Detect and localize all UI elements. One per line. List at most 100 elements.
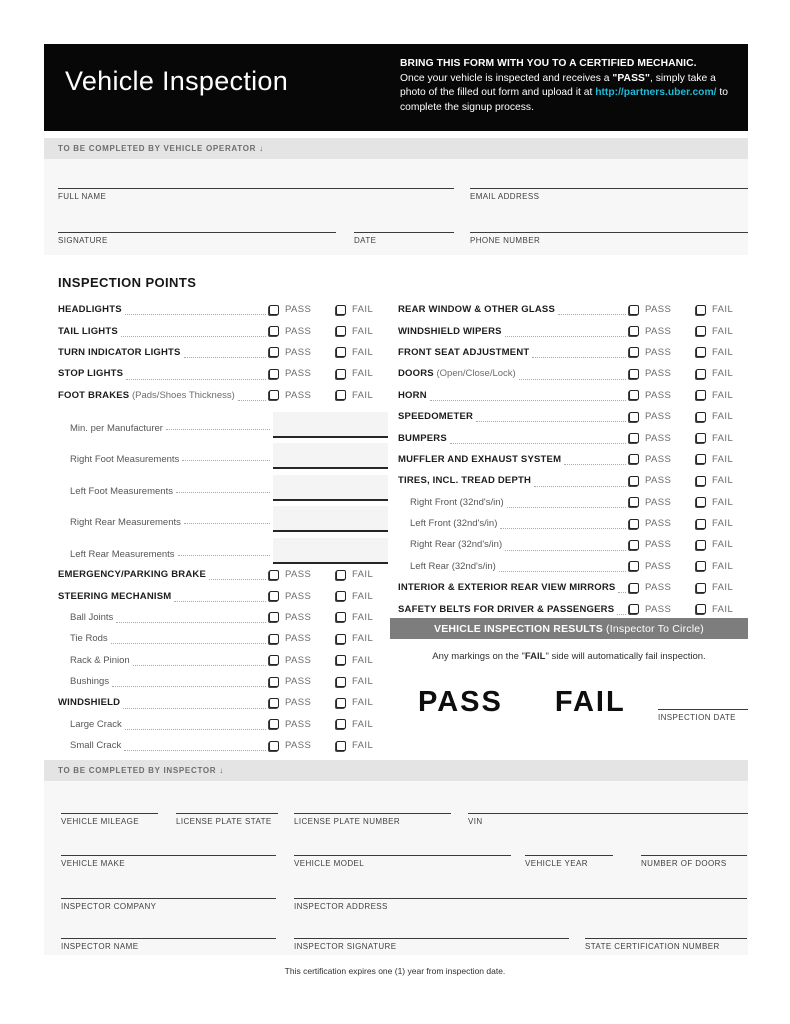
inspector-company-field[interactable]: INSPECTOR COMPANY	[61, 898, 276, 911]
pass-checkbox[interactable]	[629, 475, 639, 486]
fail-checkbox[interactable]	[696, 539, 706, 550]
pass-checkbox[interactable]	[629, 326, 639, 337]
pass-checkbox[interactable]	[269, 697, 279, 708]
pass-circle-target[interactable]: PASS	[418, 686, 503, 718]
license-plate-number-field[interactable]: LICENSE PLATE NUMBER	[294, 813, 451, 826]
fail-checkbox[interactable]	[696, 475, 706, 486]
state-certification-number-field[interactable]: STATE CERTIFICATION NUMBER	[585, 938, 747, 951]
pass-checkbox[interactable]	[269, 655, 279, 666]
fail-checkbox[interactable]	[336, 719, 346, 730]
fail-checkbox[interactable]	[696, 326, 706, 337]
measurement-input[interactable]	[273, 537, 388, 564]
fail-checkbox[interactable]	[336, 591, 346, 601]
pass-checkbox[interactable]	[629, 433, 639, 444]
pass-checkbox[interactable]	[269, 591, 279, 601]
pass-checkbox[interactable]	[269, 569, 279, 580]
fail-label: FAIL	[712, 475, 734, 487]
vin-field[interactable]: VIN	[468, 813, 748, 826]
fail-checkbox[interactable]	[336, 347, 346, 358]
measurement-input[interactable]	[273, 443, 388, 470]
fail-checkbox[interactable]	[696, 518, 706, 529]
fail-checkbox[interactable]	[696, 582, 706, 593]
fail-checkbox[interactable]	[336, 676, 346, 687]
pass-checkbox[interactable]	[629, 390, 639, 401]
fail-checkbox[interactable]	[696, 411, 706, 422]
measurement-input[interactable]	[273, 474, 388, 501]
item-label: INTERIOR & EXTERIOR REAR VIEW MIRRORS	[398, 582, 616, 594]
full-name-field[interactable]: FULL NAME	[58, 188, 454, 201]
header-notice: BRING THIS FORM WITH YOU TO A CERTIFIED …	[400, 57, 738, 115]
pass-label: PASS	[645, 518, 672, 530]
partners-uber-link[interactable]: http://partners.uber.com/	[595, 87, 717, 99]
fail-checkbox[interactable]	[696, 390, 706, 401]
inspector-address-field[interactable]: INSPECTOR ADDRESS	[294, 898, 747, 911]
fail-checkbox[interactable]	[696, 433, 706, 444]
pass-checkbox[interactable]	[269, 633, 279, 644]
pass-checkbox[interactable]	[269, 390, 279, 401]
fail-checkbox[interactable]	[336, 633, 346, 644]
vehicle-mileage-field[interactable]: VEHICLE MILEAGE	[61, 813, 158, 826]
dotted-leader	[564, 463, 626, 466]
item-label: Small Crack	[70, 740, 122, 752]
fail-checkbox[interactable]	[696, 497, 706, 508]
fail-circle-target[interactable]: FAIL	[554, 686, 626, 718]
fail-checkbox[interactable]	[336, 612, 346, 623]
fail-checkbox[interactable]	[336, 655, 346, 666]
pass-checkbox[interactable]	[269, 612, 279, 623]
pass-checkbox[interactable]	[269, 719, 279, 730]
fail-checkbox[interactable]	[696, 304, 706, 315]
dotted-leader	[449, 442, 626, 444]
pass-checkbox[interactable]	[269, 347, 279, 358]
pass-label: PASS	[645, 453, 672, 465]
inspection-date-field[interactable]: INSPECTION DATE	[658, 709, 748, 722]
fail-checkbox[interactable]	[336, 326, 346, 337]
fail-checkbox[interactable]	[696, 347, 706, 358]
item-label: Right Rear (32nd's/in)	[410, 539, 503, 551]
pass-checkbox[interactable]	[629, 604, 639, 615]
pass-checkbox[interactable]	[629, 497, 639, 508]
pass-checkbox[interactable]	[629, 454, 639, 465]
pass-checkbox[interactable]	[629, 368, 639, 379]
fail-checkbox[interactable]	[696, 454, 706, 465]
pass-checkbox[interactable]	[269, 304, 279, 315]
measurement-input[interactable]	[273, 411, 388, 438]
fail-checkbox[interactable]	[336, 697, 346, 708]
vehicle-year-field[interactable]: VEHICLE YEAR	[525, 855, 613, 868]
fail-checkbox[interactable]	[336, 740, 346, 751]
item-label: MUFFLER AND EXHAUST SYSTEM	[398, 453, 562, 465]
inspection-row-headlights: HEADLIGHTS PASS FAIL	[58, 299, 388, 320]
fail-checkbox[interactable]	[336, 304, 346, 315]
pass-checkbox[interactable]	[629, 518, 639, 529]
pass-checkbox[interactable]	[629, 304, 639, 315]
inspector-name-field[interactable]: INSPECTOR NAME	[61, 938, 276, 951]
inspector-signature-field[interactable]: INSPECTOR SIGNATURE	[294, 938, 569, 951]
pass-checkbox[interactable]	[269, 368, 279, 379]
fail-checkbox[interactable]	[336, 368, 346, 379]
date-field[interactable]: DATE	[354, 232, 454, 245]
fail-checkbox[interactable]	[336, 390, 346, 401]
vehicle-model-field[interactable]: VEHICLE MODEL	[294, 855, 511, 868]
vehicle-make-field[interactable]: VEHICLE MAKE	[61, 855, 276, 868]
measurement-input[interactable]	[273, 506, 388, 533]
email-field[interactable]: EMAIL ADDRESS	[470, 188, 748, 201]
pass-checkbox[interactable]	[629, 561, 639, 572]
pass-checkbox[interactable]	[269, 326, 279, 337]
fail-checkbox[interactable]	[696, 604, 706, 615]
fail-checkbox[interactable]	[696, 561, 706, 572]
phone-field[interactable]: PHONE NUMBER	[470, 232, 748, 245]
fail-checkbox[interactable]	[336, 569, 346, 580]
license-plate-state-field[interactable]: LICENSE PLATE STATE	[176, 813, 278, 826]
fail-checkbox[interactable]	[696, 368, 706, 379]
pass-checkbox[interactable]	[269, 740, 279, 751]
pass-checkbox[interactable]	[629, 411, 639, 422]
fail-label: FAIL	[352, 325, 374, 337]
item-label: EMERGENCY/PARKING BRAKE	[58, 569, 206, 581]
pass-label: PASS	[285, 611, 312, 623]
pass-checkbox[interactable]	[629, 347, 639, 358]
pass-checkbox[interactable]	[269, 676, 279, 687]
pass-checkbox[interactable]	[629, 582, 639, 593]
pass-checkbox[interactable]	[629, 539, 639, 550]
fail-label: FAIL	[712, 539, 734, 551]
number-of-doors-field[interactable]: NUMBER OF DOORS	[641, 855, 747, 868]
signature-field[interactable]: SIGNATURE	[58, 232, 336, 245]
